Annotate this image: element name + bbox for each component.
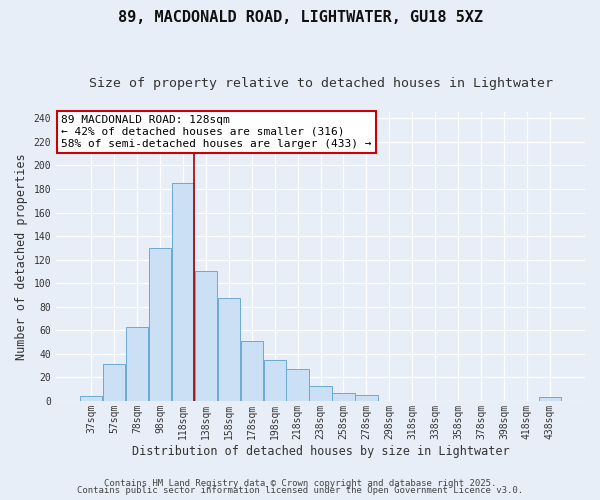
- Bar: [218, 298, 240, 401]
- Y-axis label: Number of detached properties: Number of detached properties: [15, 154, 28, 360]
- Bar: [80, 396, 103, 401]
- Bar: [172, 183, 194, 401]
- Bar: [103, 364, 125, 401]
- Bar: [149, 248, 171, 401]
- Title: Size of property relative to detached houses in Lightwater: Size of property relative to detached ho…: [89, 78, 553, 90]
- X-axis label: Distribution of detached houses by size in Lightwater: Distribution of detached houses by size …: [132, 444, 509, 458]
- Text: Contains HM Land Registry data © Crown copyright and database right 2025.: Contains HM Land Registry data © Crown c…: [104, 478, 496, 488]
- Bar: [355, 395, 377, 401]
- Text: 89, MACDONALD ROAD, LIGHTWATER, GU18 5XZ: 89, MACDONALD ROAD, LIGHTWATER, GU18 5XZ: [118, 10, 482, 25]
- Bar: [539, 398, 561, 401]
- Text: Contains public sector information licensed under the Open Government Licence v3: Contains public sector information licen…: [77, 486, 523, 495]
- Bar: [126, 327, 148, 401]
- Bar: [310, 386, 332, 401]
- Bar: [332, 392, 355, 401]
- Bar: [263, 360, 286, 401]
- Text: 89 MACDONALD ROAD: 128sqm
← 42% of detached houses are smaller (316)
58% of semi: 89 MACDONALD ROAD: 128sqm ← 42% of detac…: [61, 116, 372, 148]
- Bar: [195, 272, 217, 401]
- Bar: [241, 341, 263, 401]
- Bar: [286, 369, 309, 401]
